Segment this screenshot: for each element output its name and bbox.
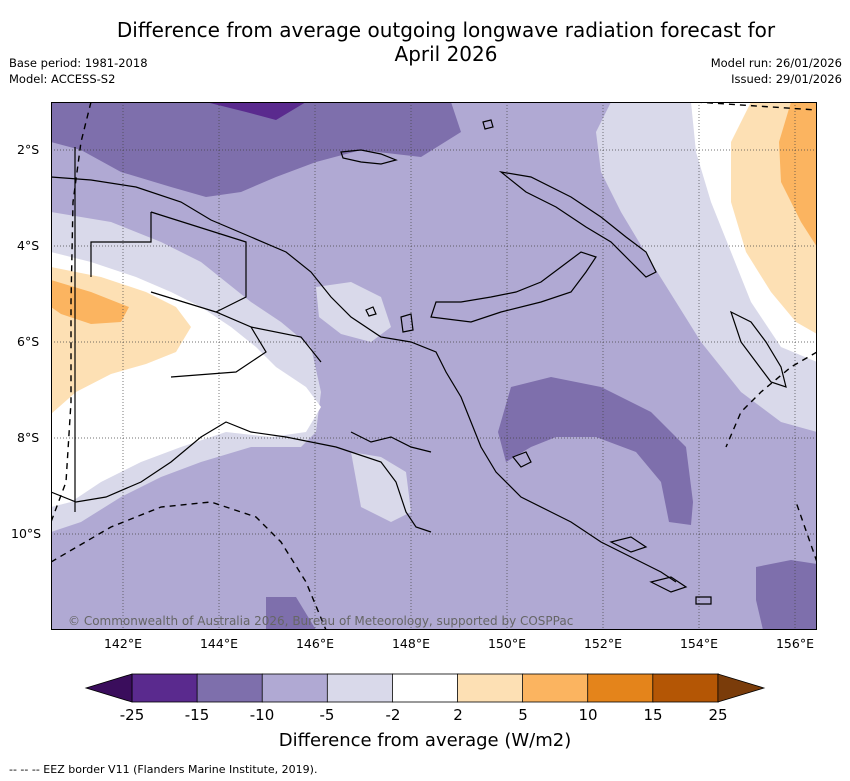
anomaly-region-east-p10	[779, 102, 817, 247]
lat-label: 6°S	[17, 334, 40, 349]
base-period: Base period: 1981-2018	[9, 56, 148, 70]
colorbar-segment	[587, 673, 654, 703]
lon-label: 148°E	[391, 636, 430, 651]
anomaly-region-north-m15	[51, 102, 461, 197]
lat-label: 10°S	[11, 526, 42, 541]
colorbar-title: Difference from average (W/m2)	[278, 730, 572, 751]
colorbar-segment	[522, 673, 589, 703]
lon-label: 150°E	[487, 636, 526, 651]
title-line-2: April 2026	[394, 42, 498, 66]
colorbar-tick-label: 2	[453, 706, 463, 724]
colorbar-tick-label: -15	[184, 706, 210, 724]
colorbar-max-arrow	[717, 673, 766, 703]
lon-label: 154°E	[679, 636, 718, 651]
colorbar-segment	[652, 673, 719, 703]
model-run: Model run: 26/01/2026	[710, 56, 842, 70]
graticule	[51, 102, 817, 630]
colorbar-segment	[196, 673, 264, 703]
anomaly-region-central-m5	[316, 282, 391, 342]
model-name: Model: ACCESS-S2	[9, 72, 116, 86]
lat-label: 2°S	[17, 142, 40, 157]
anomaly-region-southeast-m15	[756, 560, 817, 630]
lat-label: 8°S	[17, 430, 40, 445]
colorbar-tick-label: 15	[643, 706, 663, 724]
copyright-text: © Commonwealth of Australia 2026, Bureau…	[68, 614, 574, 628]
colorbar-tick-label: 10	[578, 706, 598, 724]
colorbar-segment	[131, 673, 198, 703]
meta-right: Model run: 26/01/2026 Issued: 29/01/2026	[711, 55, 842, 87]
colorbar	[84, 673, 766, 703]
eez-border	[51, 102, 817, 630]
title-line-1: Difference from average outgoing longwav…	[116, 18, 776, 42]
colorbar-tick-label: -10	[249, 706, 275, 724]
issued-date: Issued: 29/01/2026	[731, 72, 842, 86]
lat-label: 4°S	[17, 238, 40, 253]
lon-label: 156°E	[775, 636, 814, 651]
map-frame	[51, 102, 817, 630]
colorbar-segment	[391, 673, 459, 703]
lon-label: 144°E	[199, 636, 238, 651]
colorbar-tick-label: -25	[119, 706, 145, 724]
forecast-map	[51, 102, 817, 630]
colorbar-min-arrow	[84, 673, 133, 703]
map-title: Difference from average outgoing longwav…	[80, 18, 812, 66]
anomaly-region-east-m15	[498, 377, 693, 525]
anomaly-region-south-m15	[266, 597, 316, 630]
lon-label: 152°E	[583, 636, 622, 651]
colorbar-segment	[457, 673, 524, 703]
lon-label: 142°E	[103, 636, 142, 651]
meta-left: Base period: 1981-2018 Model: ACCESS-S2	[9, 55, 148, 87]
colorbar-tick-label: -5	[319, 706, 335, 724]
colorbar-segment	[326, 673, 394, 703]
colorbar-tick-label: 25	[708, 706, 728, 724]
eez-footnote: -- -- -- EEZ border V11 (Flanders Marine…	[9, 763, 318, 776]
coastlines	[51, 119, 787, 605]
anomaly-region-north-m25	[206, 102, 306, 120]
colorbar-segment	[261, 673, 329, 703]
colorbar-tick-label: 5	[518, 706, 528, 724]
lon-label: 146°E	[295, 636, 334, 651]
colorbar-tick-label: -2	[385, 706, 401, 724]
anomaly-region-lower-m5	[351, 452, 411, 522]
